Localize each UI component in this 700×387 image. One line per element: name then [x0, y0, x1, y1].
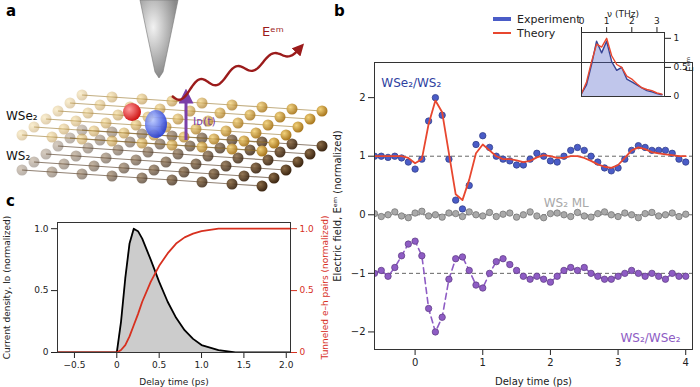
svg-text:1: 1 — [674, 33, 680, 43]
svg-text:WSe₂: WSe₂ — [6, 109, 38, 123]
svg-text:0: 0 — [43, 347, 49, 357]
svg-text:1: 1 — [359, 150, 365, 161]
svg-text:0.5: 0.5 — [34, 285, 48, 295]
svg-text:1.0: 1.0 — [300, 224, 315, 234]
svg-text:4: 4 — [683, 357, 689, 368]
svg-text:Current density, Iᴅ (normalize: Current density, Iᴅ (normalized) — [2, 216, 12, 359]
svg-text:−2: −2 — [351, 326, 366, 337]
svg-text:0: 0 — [674, 91, 680, 101]
svg-text:Eᵉᵐ: Eᵉᵐ — [262, 24, 284, 39]
svg-text:3: 3 — [654, 16, 660, 26]
svg-text:−0.5: −0.5 — [64, 360, 86, 370]
svg-text:WS₂: WS₂ — [6, 149, 30, 163]
svg-text:Electric field, Eᵉᵐ (normalize: Electric field, Eᵉᵐ (normalized) — [332, 130, 343, 282]
svg-text:3: 3 — [615, 357, 621, 368]
svg-text:2: 2 — [359, 92, 365, 103]
svg-text:0: 0 — [300, 347, 306, 357]
svg-text:Iᴅ(t): Iᴅ(t) — [193, 115, 216, 128]
svg-text:0: 0 — [114, 360, 120, 370]
svg-text:Delay time (ps): Delay time (ps) — [139, 377, 208, 387]
svg-text:0.5: 0.5 — [152, 360, 166, 370]
svg-text:WS₂/WSe₂: WS₂/WSe₂ — [620, 331, 680, 345]
svg-text:WSe₂/WS₂: WSe₂/WS₂ — [381, 76, 441, 90]
svg-text:Delay time (ps): Delay time (ps) — [495, 376, 572, 387]
svg-text:2: 2 — [547, 357, 553, 368]
svg-text:Tunneled e–h pairs (normalized: Tunneled e–h pairs (normalized) — [320, 215, 330, 360]
svg-text:0: 0 — [412, 357, 418, 368]
svg-text:1: 1 — [480, 357, 486, 368]
svg-text:1.5: 1.5 — [237, 360, 251, 370]
svg-text:ν (THz): ν (THz) — [607, 9, 639, 19]
svg-text:WS₂ ML: WS₂ ML — [544, 196, 589, 210]
svg-text:1.0: 1.0 — [34, 224, 49, 234]
svg-text:−1: −1 — [351, 268, 366, 279]
svg-text:1.0: 1.0 — [194, 360, 209, 370]
svg-text:0: 0 — [579, 16, 585, 26]
svg-text:2.0: 2.0 — [279, 360, 294, 370]
svg-text:0: 0 — [359, 209, 365, 220]
svg-text:0.5: 0.5 — [300, 285, 314, 295]
svg-text:Ēᵉᵐ: Ēᵉᵐ — [685, 57, 695, 72]
